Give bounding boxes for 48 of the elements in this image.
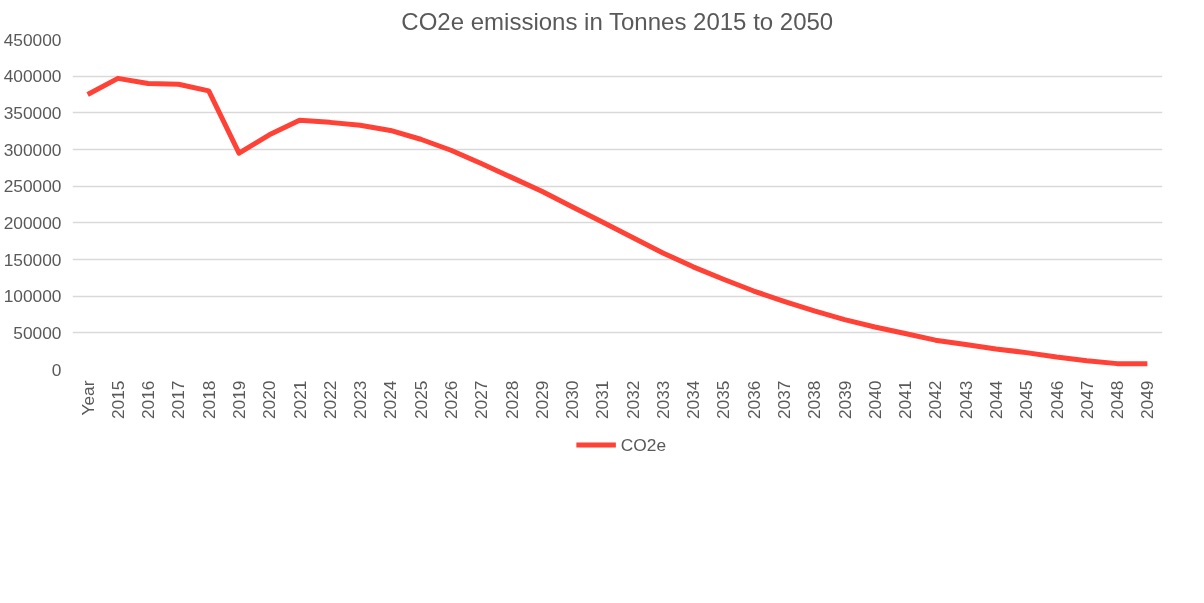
chart-title: CO2e emissions in Tonnes 2015 to 2050 bbox=[401, 7, 834, 35]
x-tick-label: 2049 bbox=[1137, 380, 1158, 420]
x-tick-label: 2024 bbox=[380, 380, 401, 420]
y-tick-label: 250000 bbox=[3, 176, 62, 197]
x-tick-label: 2018 bbox=[198, 380, 219, 420]
x-tick-label: 2033 bbox=[652, 380, 673, 420]
x-tick-label: 2015 bbox=[107, 380, 128, 420]
x-tick-label: 2020 bbox=[259, 380, 280, 420]
x-tick-label: 2046 bbox=[1046, 380, 1067, 420]
x-tick-label: 2036 bbox=[743, 380, 764, 420]
y-tick-label: 450000 bbox=[3, 29, 62, 50]
y-tick-label: 200000 bbox=[3, 212, 62, 233]
x-tick-label: 2016 bbox=[138, 380, 159, 420]
x-tick-label: 2031 bbox=[592, 380, 613, 420]
y-tick-label: 300000 bbox=[3, 139, 62, 160]
x-tick-label: 2047 bbox=[1076, 380, 1097, 420]
x-tick-label: 2037 bbox=[774, 380, 795, 420]
x-tick-label: 2017 bbox=[168, 380, 189, 420]
y-tick-label: 0 bbox=[51, 359, 62, 380]
x-tick-label: 2038 bbox=[804, 380, 825, 420]
x-tick-label: 2035 bbox=[713, 380, 734, 420]
x-tick-label: 2023 bbox=[350, 380, 371, 420]
x-tick-label: 2034 bbox=[683, 380, 704, 420]
y-tick-label: 50000 bbox=[13, 322, 62, 343]
x-tick-label: 2025 bbox=[410, 380, 431, 420]
x-tick-label: 2021 bbox=[289, 380, 310, 420]
y-tick-label: 400000 bbox=[3, 66, 62, 87]
y-tick-label: 350000 bbox=[3, 102, 62, 123]
x-tick-label: 2028 bbox=[501, 380, 522, 420]
x-tick-label: Year bbox=[77, 380, 98, 416]
x-tick-label: 2030 bbox=[562, 380, 583, 420]
x-tick-label: 2040 bbox=[864, 380, 885, 420]
x-tick-label: 2026 bbox=[440, 380, 461, 420]
x-tick-label: 2041 bbox=[895, 380, 916, 420]
x-tick-label: 2022 bbox=[319, 380, 340, 420]
x-tick-label: 2044 bbox=[985, 380, 1006, 420]
x-tick-label: 2043 bbox=[955, 380, 976, 420]
x-tick-label: 2032 bbox=[622, 380, 643, 420]
legend-label: CO2e bbox=[620, 434, 667, 455]
x-tick-label: 2027 bbox=[471, 380, 492, 420]
x-tick-label: 2029 bbox=[531, 380, 552, 420]
x-tick-label: 2045 bbox=[1016, 380, 1037, 420]
x-tick-label: 2019 bbox=[229, 380, 250, 420]
x-tick-label: 2039 bbox=[834, 380, 855, 420]
x-tick-label: 2042 bbox=[925, 380, 946, 420]
y-tick-label: 150000 bbox=[3, 249, 62, 270]
x-tick-label: 2048 bbox=[1107, 380, 1128, 420]
y-tick-label: 100000 bbox=[3, 286, 62, 307]
